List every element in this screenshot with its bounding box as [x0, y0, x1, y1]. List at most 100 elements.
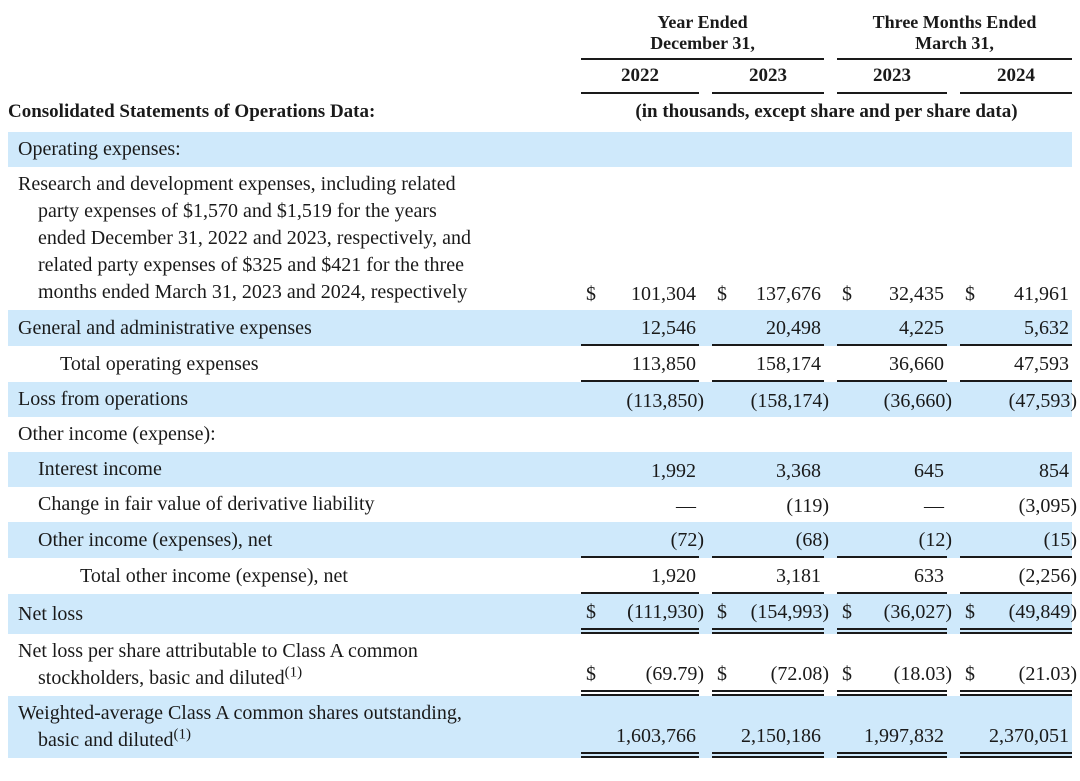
empty-cell: [712, 146, 824, 154]
empty-cell: [960, 146, 1072, 154]
value: (154,993): [750, 601, 829, 624]
value: 32,435: [889, 283, 944, 306]
value: (3,095): [1018, 494, 1077, 517]
empty-cell: [712, 431, 824, 439]
dollar-sign: $: [965, 601, 975, 624]
value-cell: (36,660): [837, 383, 952, 417]
value: 5,632: [1024, 317, 1069, 340]
period-header-row: Year Ended December 31, Three Months End…: [8, 8, 1072, 61]
value-cell: $101,304: [581, 276, 699, 310]
value: (72): [670, 529, 704, 552]
header-spacer: [8, 61, 568, 94]
row-label: Other income (expenses), net: [38, 528, 273, 551]
row-label: Other income (expense):: [18, 423, 216, 446]
value: 2,370,051: [989, 725, 1069, 748]
value-cell: $41,961: [960, 276, 1072, 310]
value-cell: (47,593): [960, 383, 1077, 417]
row-total-operating-expenses: Total operating expenses 113,850 158,174 36…: [8, 346, 1072, 383]
row-label: Change in fair value of derivative liabi…: [38, 493, 375, 516]
group-header-three-months-ended: Three Months Ended March 31,: [837, 8, 1072, 61]
value: (119): [786, 494, 829, 517]
empty-cell: [581, 431, 699, 439]
value-cell: (119): [712, 488, 829, 522]
value: 12,546: [641, 317, 696, 340]
group-header-line: March 31,: [915, 33, 994, 54]
row-label: Loss from operations: [18, 388, 188, 411]
value-cell: 645: [837, 453, 947, 487]
value: 113,850: [631, 353, 696, 376]
value-cell: —: [837, 488, 947, 522]
value: (15): [1043, 529, 1077, 552]
table-body: Operating expenses: Research and developm…: [8, 132, 1077, 759]
value-cell: (2,256): [960, 558, 1077, 595]
value: (69.79): [645, 663, 704, 686]
value-cell: 2,150,186: [712, 718, 824, 759]
value-cell: $ (154,993): [712, 594, 829, 635]
row-loss-from-operations: Loss from operations (113,850) (158,174) (3…: [8, 382, 1077, 418]
row-interest-income: Interest income 1,992 3,368 645 854: [8, 452, 1072, 488]
value-cell: 47,593: [960, 346, 1072, 383]
value-cell: 2,370,051: [960, 718, 1072, 759]
value-cell: $137,676: [712, 276, 824, 310]
row-label: Total operating expenses: [60, 352, 259, 375]
value: (158,174): [750, 389, 829, 412]
units-note: (in thousands, except share and per shar…: [635, 101, 1018, 123]
value-cell: 633: [837, 558, 947, 595]
value: 1,992: [651, 459, 696, 482]
value-cell: (15): [960, 522, 1077, 559]
group-header-line: December 31,: [650, 33, 755, 54]
dollar-sign: $: [842, 663, 852, 686]
group-header-year-ended: Year Ended December 31,: [581, 8, 824, 61]
value: 633: [914, 565, 944, 588]
row-label: Net loss per share attributable to Class…: [18, 640, 418, 690]
value-cell: 3,368: [712, 453, 824, 487]
row-label: Interest income: [38, 458, 162, 481]
value-cell: 3,181: [712, 558, 824, 595]
row-change-fair-value-derivative-liability: Change in fair value of derivative liabi…: [8, 487, 1077, 522]
value: 4,225: [899, 317, 944, 340]
row-label: Research and development expenses, inclu…: [18, 173, 471, 304]
dollar-sign: $: [842, 283, 852, 306]
value-cell: 1,992: [581, 453, 699, 487]
value-cell: (113,850): [581, 383, 704, 417]
value-cell: $ (36,027): [837, 594, 952, 635]
value: 36,660: [889, 353, 944, 376]
value: 3,181: [776, 565, 821, 588]
row-label: Weighted-average Class A common shares o…: [18, 702, 462, 752]
value: 1,603,766: [616, 725, 696, 748]
value-cell: (72): [581, 522, 704, 559]
year-column-header: 2023: [837, 61, 947, 95]
row-weighted-average-shares-outstanding: Weighted-average Class A common shares o…: [8, 696, 1072, 759]
value: 645: [914, 459, 944, 482]
value-cell: 36,660: [837, 346, 947, 383]
row-other-income-expense-header: Other income (expense):: [8, 417, 1072, 452]
value: (2,256): [1018, 565, 1077, 588]
dollar-sign: $: [586, 601, 596, 624]
value-cell: (3,095): [960, 488, 1077, 522]
value-cell: $ (111,930): [581, 594, 704, 635]
section-title: Consolidated Statements of Operations Da…: [8, 101, 376, 123]
value-cell: $32,435: [837, 276, 947, 310]
value: 1,997,832: [864, 725, 944, 748]
value: (111,930): [627, 601, 704, 624]
footnote-marker: (1): [173, 726, 192, 743]
row-net-loss-per-share: Net loss per share attributable to Class…: [8, 634, 1077, 697]
row-label: General and administrative expenses: [18, 316, 312, 339]
dollar-sign: $: [586, 663, 596, 686]
value: (72.08): [770, 663, 829, 686]
value: (36,027): [883, 601, 952, 624]
value-cell: 158,174: [712, 346, 824, 383]
value: 2,150,186: [741, 725, 821, 748]
group-header-line: Year Ended: [657, 12, 748, 32]
value-cell: (12): [837, 522, 952, 559]
row-label: Net loss: [18, 602, 83, 625]
value-cell: —: [581, 488, 699, 522]
year-column-header: 2023: [712, 61, 824, 95]
value-cell: (68): [712, 522, 829, 559]
dollar-sign: $: [842, 601, 852, 624]
value: 3,368: [776, 459, 821, 482]
value-cell: $ (18.03): [837, 656, 952, 697]
financial-statement-table: Year Ended December 31, Three Months End…: [8, 8, 1077, 759]
value: (18.03): [893, 663, 952, 686]
value-cell: $ (21.03): [960, 656, 1077, 697]
